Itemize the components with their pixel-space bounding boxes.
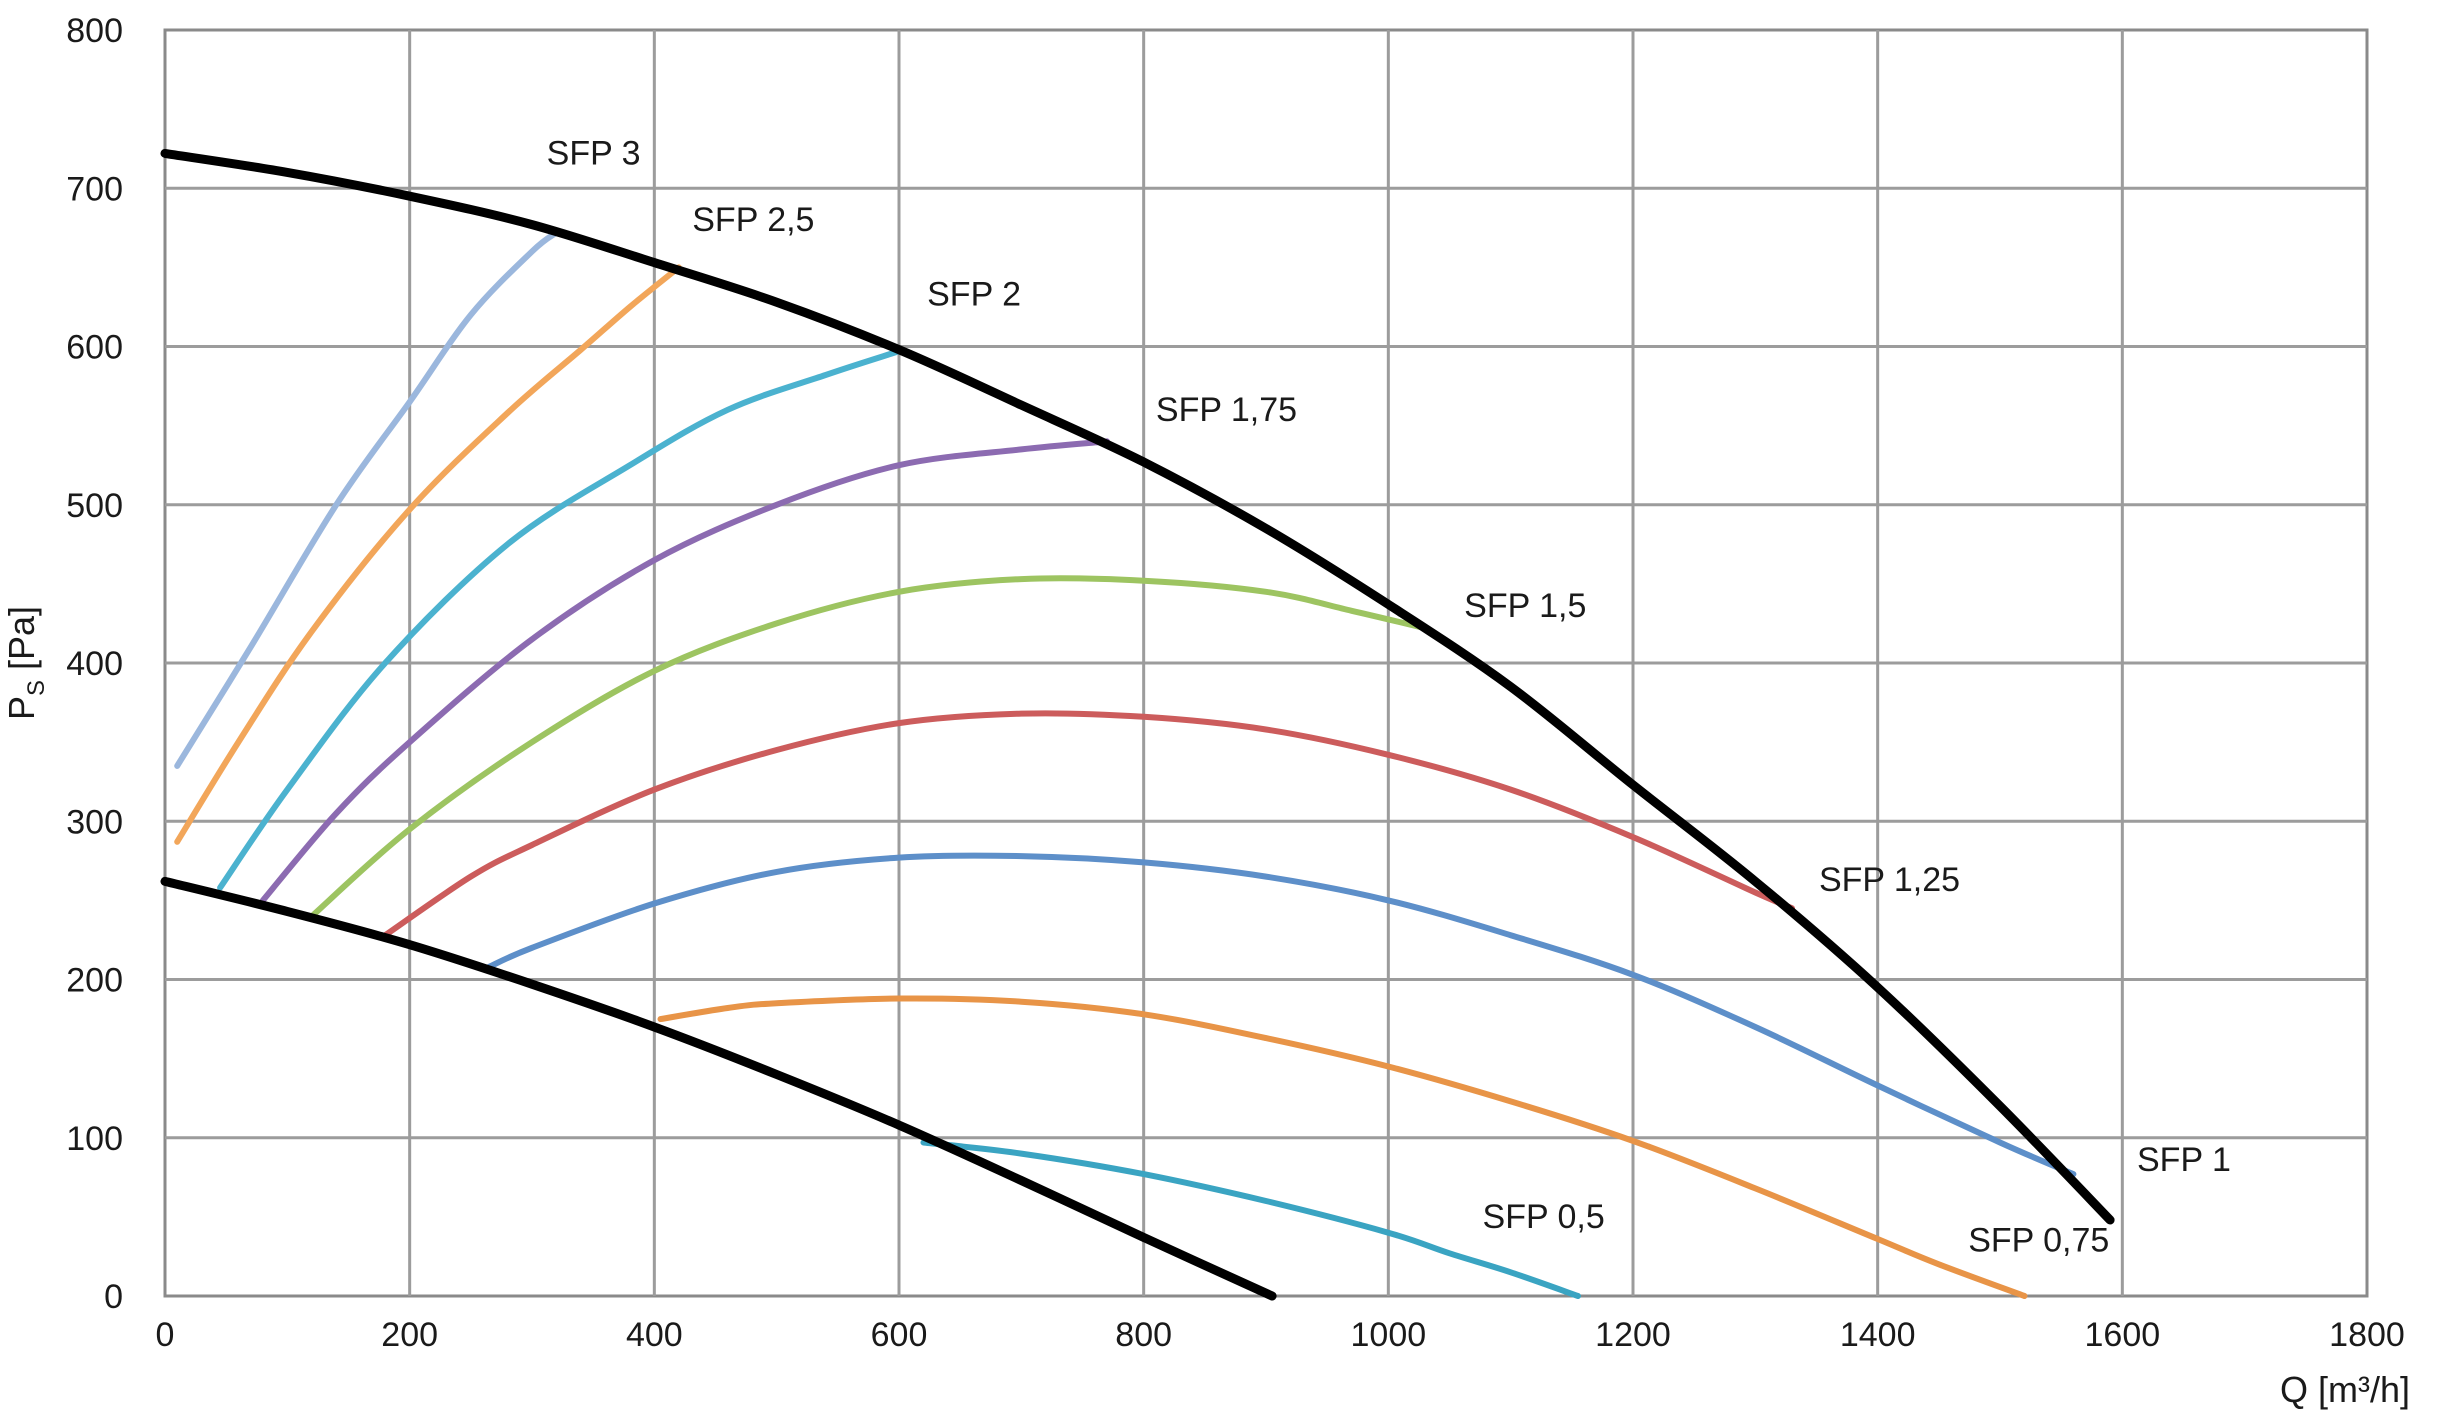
curve-label: SFP 3 [547, 135, 641, 173]
x-tick-label: 400 [626, 1316, 683, 1354]
series-line-sfp-1-75 [259, 438, 1110, 904]
y-tick-label: 0 [104, 1278, 123, 1316]
series-line-sfp-1-5 [308, 575, 1428, 920]
series-line-min [160, 876, 1277, 1301]
x-axis-title: Q [m³/h] [2280, 1369, 2410, 1410]
x-tick-label: 1200 [1595, 1316, 1671, 1354]
curve-label: SFP 2 [927, 275, 1021, 313]
y-tick-label: 700 [66, 170, 123, 208]
x-tick-label: 1400 [1840, 1316, 1916, 1354]
series-line-sfp-1 [486, 852, 2077, 1178]
curve-label: SFP 0,5 [1483, 1198, 1605, 1236]
x-tick-label: 200 [381, 1316, 438, 1354]
curve-label: SFP 2,5 [692, 201, 814, 239]
curve-label: SFP 1,75 [1156, 391, 1297, 429]
y-tick-label: 400 [66, 645, 123, 683]
x-tick-label: 1800 [2329, 1316, 2405, 1354]
series-line-sfp-0-5 [920, 1139, 1581, 1299]
series-line-max [160, 148, 2115, 1225]
x-tick-label: 1000 [1351, 1316, 1427, 1354]
curve-label: SFP 0,75 [1968, 1222, 2109, 1260]
curve-label: SFP 1,25 [1819, 861, 1960, 899]
y-tick-label: 300 [66, 803, 123, 841]
series-line-sfp-0-75 [657, 995, 2028, 1299]
curve-label: SFP 1 [2137, 1141, 2231, 1179]
x-tick-label: 0 [156, 1316, 175, 1354]
y-tick-label: 600 [66, 329, 123, 367]
y-tick-label: 200 [66, 962, 123, 1000]
grid-layer [163, 28, 2369, 1298]
series-line-sfp-1-25 [382, 710, 1795, 939]
y-tick-label: 500 [66, 487, 123, 525]
axis-layer: 0 200 400 600 800 1000 1200 1400 1600 1800 0 100 200… [1, 12, 2410, 1410]
label-layer: SFP 3 SFP 2,5 SFP 2 SFP 1,75 SFP 1,5 SFP 1,25… [547, 135, 2231, 1260]
series-layer [174, 229, 2077, 1299]
x-tick-label: 1600 [2085, 1316, 2161, 1354]
series-line-sfp-3 [174, 229, 560, 769]
y-tick-label: 100 [66, 1120, 123, 1158]
x-tick-label: 800 [1115, 1316, 1172, 1354]
x-tick-label: 600 [871, 1316, 928, 1354]
y-tick-label: 800 [66, 12, 123, 50]
y-axis-title: PS [Pa] [1, 606, 50, 720]
series-line-sfp-2-5 [174, 264, 682, 845]
curve-label: SFP 1,5 [1464, 587, 1586, 625]
series-line-sfp-2 [217, 348, 902, 891]
